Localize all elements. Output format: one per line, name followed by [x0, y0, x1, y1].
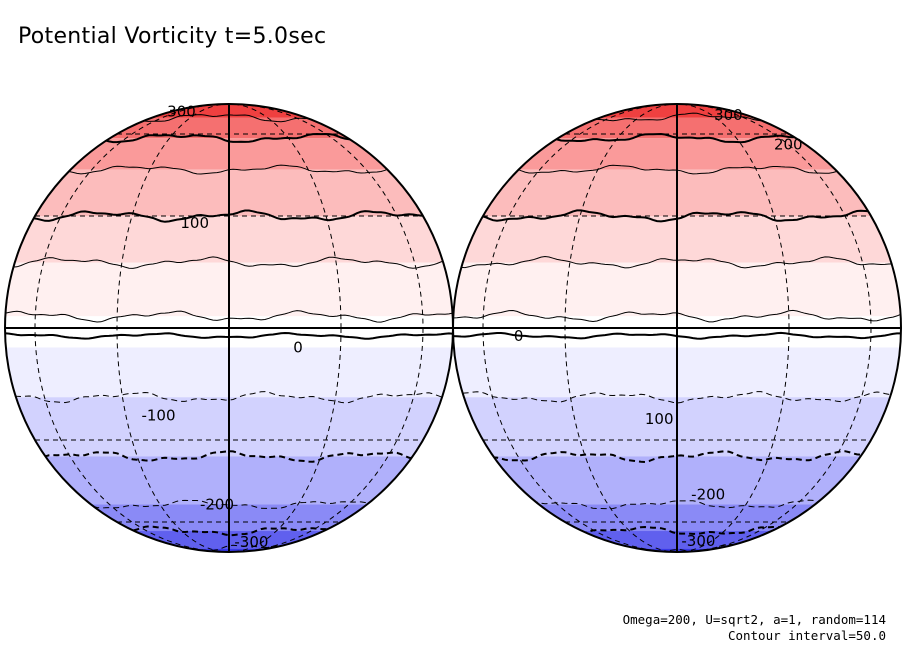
parameter-text: Omega=200, U=sqrt2, a=1, random=114 [622, 612, 886, 627]
contour-label: -300 [681, 532, 715, 550]
negative-contour-line [453, 391, 901, 404]
negative-contour-line [5, 450, 453, 463]
right-hemisphere-globe: 300 200 0 100 -200 -300 [452, 103, 902, 553]
contour-label: 100 [645, 410, 674, 428]
negative-contour-line [453, 450, 901, 464]
contour-label: 200 [774, 136, 803, 154]
contour-label: 300 [167, 103, 196, 121]
left-hemisphere-globe: 300 100 0 -100 -200 -300 [4, 103, 454, 553]
figure-info: Omega=200, U=sqrt2, a=1, random=114 Cont… [623, 612, 886, 644]
contour-label: -100 [141, 407, 175, 425]
contour-label: 300 [714, 106, 743, 124]
contour-label: -300 [234, 533, 268, 551]
plot-title: Potential Vorticity t=5.0sec [18, 24, 327, 49]
contour-interval-text: Contour interval=50.0 [727, 628, 886, 643]
contour-label: -200 [200, 496, 234, 514]
contour-label: 100 [180, 214, 209, 232]
contour-label: -200 [691, 486, 725, 504]
contour-label: 0 [514, 327, 524, 345]
globe-outline [452, 103, 902, 553]
contour-label: 0 [293, 339, 303, 357]
negative-contour-line [5, 391, 453, 404]
